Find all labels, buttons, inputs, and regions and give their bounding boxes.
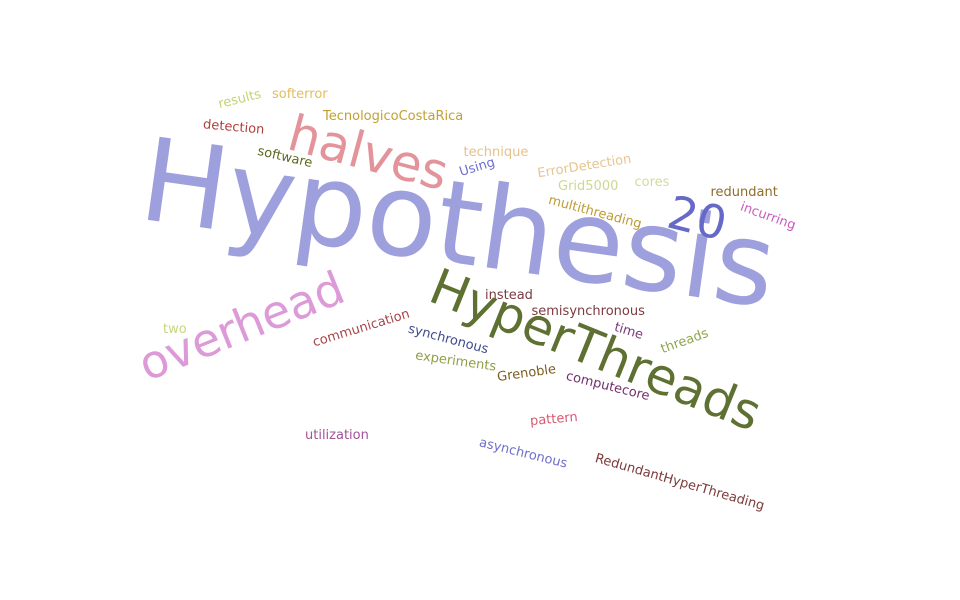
word-redundanthyperthreading: RedundantHyperThreading [592,450,766,514]
word-tecnologico: TecnologicoCostaRica [323,108,464,124]
word-redundant: redundant [710,184,778,200]
word-softerror: softerror [272,86,328,102]
word-results: results [216,86,263,112]
word-two: two [163,321,187,337]
word-pattern: pattern [529,409,579,429]
word-threads: threads [658,325,710,357]
word-asynchronous: asynchronous [477,434,569,472]
word-cores: cores [634,174,670,190]
word-utilization: utilization [305,427,369,443]
word-semisynchronous: semisynchronous [531,303,645,319]
word-grid5000: Grid5000 [558,178,619,194]
word-grenoble: Grenoble [495,361,557,385]
word-technique: technique [463,144,529,160]
word-instead: instead [485,287,533,303]
